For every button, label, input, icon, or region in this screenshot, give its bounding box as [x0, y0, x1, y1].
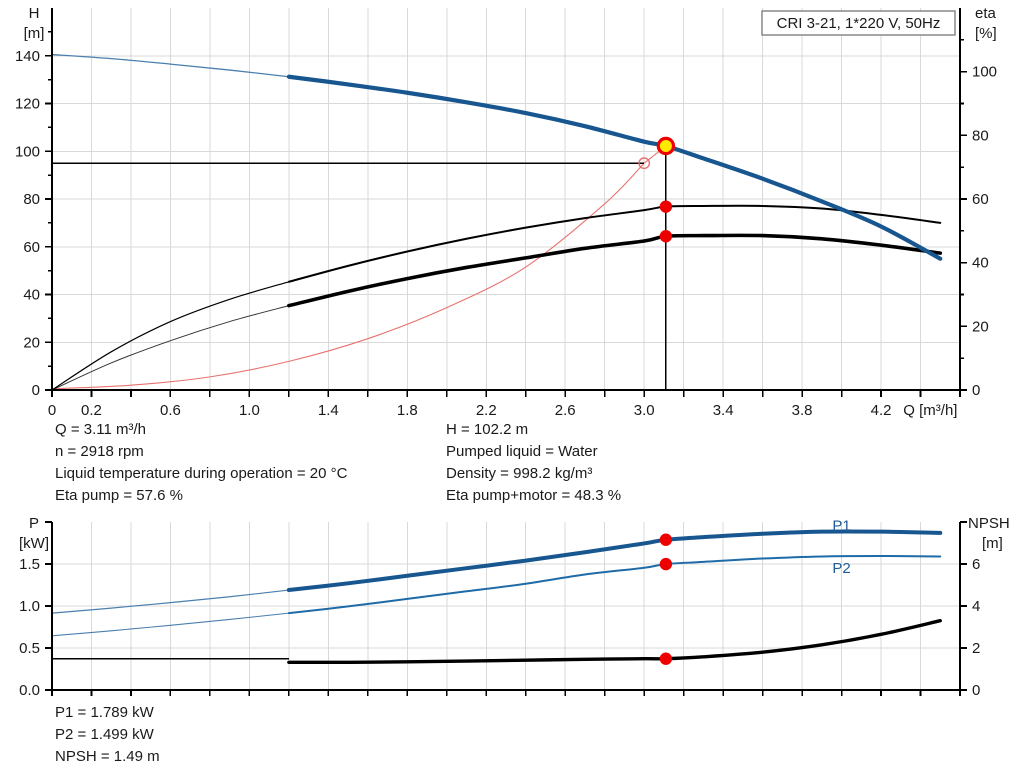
- duty-info-line: Pumped liquid = Water: [446, 443, 598, 460]
- duty-info-line: n = 2918 rpm: [55, 443, 144, 460]
- p2-curve-low-flow: [51, 612, 289, 637]
- p1-curve-label: P1: [832, 517, 850, 534]
- y2-axis-tick-label: 40: [972, 255, 989, 272]
- markers: [659, 533, 673, 665]
- head-efficiency-chart: 0 20 40 60 80 100 120 140 0 20 40 60 80 100 0 0.2 0.6 1.0…: [15, 5, 997, 419]
- y-axis-tick-label: 0: [32, 382, 40, 399]
- x-axis-tick-label: 2.6: [555, 402, 576, 419]
- power-npsh-chart: P1 P2 0.0 0.5 1.0 1.5 0 2 4 6 P [kW] NPSH [m]: [19, 515, 1010, 699]
- y2-axis-tick-label: 80: [972, 127, 989, 144]
- x-axis-tick-label: 1.4: [318, 402, 339, 419]
- right-axis-title-quantity: NPSH: [968, 515, 1010, 532]
- right-axis-title-unit: [%]: [975, 25, 997, 42]
- y2-axis-tick-label: 60: [972, 191, 989, 208]
- pump-model-title-label: CRI 3-21, 1*220 V, 50Hz: [777, 15, 941, 32]
- right-axis-title-unit: [m]: [982, 535, 1003, 552]
- duty-point-marker: [656, 136, 676, 156]
- x-axis-tick-label: 0: [48, 402, 56, 419]
- duty-point-info-block: Q = 3.11 m³/h n = 2918 rpm Liquid temperat…: [55, 421, 621, 504]
- power-info-lines: P1 = 1.789 kW P2 = 1.499 kW NPSH = 1.49 m: [55, 704, 160, 765]
- y2-axis-tick-label: 20: [972, 318, 989, 335]
- axes: 0 20 40 60 80 100 120 140 0 20 40 60 80 100 0 0.2 0.6 1.0…: [15, 8, 997, 419]
- x-axis-title: Q [m³/h]: [903, 402, 957, 419]
- p2-point-marker: [659, 557, 673, 571]
- y2-axis-tick-label: 6: [972, 556, 980, 573]
- y-axis-tick-label: 0.5: [19, 640, 40, 657]
- gridlines: [52, 522, 960, 690]
- left-axis-title-quantity: H: [29, 5, 40, 22]
- head-curve-low-flow: [51, 53, 289, 78]
- left-axis-title-unit: [m]: [24, 25, 45, 42]
- x-axis-tick-label: 1.0: [239, 402, 260, 419]
- curves: [51, 529, 943, 665]
- eta-pump-motor-curve: [287, 233, 943, 308]
- npsh-curve: [287, 619, 942, 665]
- y2-axis-tick-label: 100: [972, 64, 997, 81]
- y-axis-tick-label: 80: [23, 191, 40, 208]
- eta-pump-motor-point-marker: [659, 230, 673, 243]
- left-axis-title-unit: [kW]: [19, 535, 49, 552]
- axes: 0.0 0.5 1.0 1.5 0 2 4 6: [19, 521, 980, 699]
- eta-pump-motor-curve-low-flow: [51, 305, 289, 391]
- x-axis-tick-label: 0.6: [160, 402, 181, 419]
- y-axis-tick-label: 120: [15, 96, 40, 113]
- x-axis-tick-label: 4.2: [871, 402, 892, 419]
- duty-info-right-column: H = 102.2 m Pumped liquid = Water Density …: [446, 421, 621, 504]
- gridlines: [52, 8, 960, 390]
- p1-curve-low-flow: [51, 589, 289, 614]
- p1-point-marker: [659, 533, 673, 546]
- x-axis-tick-label: 3.8: [792, 402, 813, 419]
- duty-info-line: Density = 998.2 kg/m³: [446, 465, 592, 482]
- pump-model-title-box: [761, 10, 956, 36]
- right-axis-title-quantity: eta: [975, 5, 997, 22]
- annotations: [52, 145, 667, 390]
- system-intersection-marker: [638, 157, 651, 170]
- y-axis-tick-label: 20: [23, 334, 40, 351]
- npsh-point-marker: [659, 652, 673, 665]
- head-curve: [286, 74, 943, 261]
- system-curve: [51, 162, 645, 390]
- y2-axis-tick-label: 4: [972, 598, 980, 615]
- power-info-line: P2 = 1.499 kW: [55, 726, 155, 743]
- y-axis-tick-label: 40: [23, 287, 40, 304]
- y-axis-tick-label: 100: [15, 143, 40, 160]
- duty-info-line: Eta pump = 57.6 %: [55, 487, 183, 504]
- p2-curve: [287, 555, 942, 615]
- y-axis-tick-label: 1.5: [19, 556, 40, 573]
- eta-pump-point-marker: [659, 200, 673, 213]
- eta-pump-curve: [287, 204, 942, 283]
- y2-axis-tick-label: 2: [972, 640, 980, 657]
- power-info-line: NPSH = 1.49 m: [55, 748, 160, 765]
- y-axis-tick-label: 0.0: [19, 682, 40, 699]
- duty-info-line: Eta pump+motor = 48.3 %: [446, 487, 621, 504]
- duty-info-left-column: Q = 3.11 m³/h n = 2918 rpm Liquid temperat…: [55, 421, 348, 504]
- power-info-line: P1 = 1.789 kW: [55, 704, 155, 721]
- eta-pump-curve-low-flow: [51, 281, 290, 391]
- x-axis-tick-label: 3.4: [713, 402, 734, 419]
- left-axis-title-quantity: P: [29, 515, 39, 532]
- y2-axis-tick-label: 0: [972, 682, 980, 699]
- y-axis-tick-label: 1.0: [19, 598, 40, 615]
- y-axis-tick-label: 60: [23, 239, 40, 256]
- x-axis-tick-label: 1.8: [397, 402, 418, 419]
- p1-curve: [286, 529, 943, 593]
- p2-curve-label: P2: [832, 560, 850, 577]
- x-axis-tick-label: 3.0: [634, 402, 655, 419]
- x-axis-tick-label: 2.2: [476, 402, 497, 419]
- duty-info-line: Liquid temperature during operation = 20…: [55, 465, 348, 482]
- duty-info-line: H = 102.2 m: [446, 421, 528, 438]
- power-info-block: P1 = 1.789 kW P2 = 1.499 kW NPSH = 1.49 m: [55, 704, 160, 765]
- y2-axis-tick-label: 0: [972, 382, 980, 399]
- y-axis-tick-label: 140: [15, 48, 40, 65]
- markers: [638, 136, 676, 243]
- duty-info-line: Q = 3.11 m³/h: [55, 421, 146, 438]
- x-axis-tick-label: 0.2: [81, 402, 102, 419]
- curves: [51, 53, 943, 391]
